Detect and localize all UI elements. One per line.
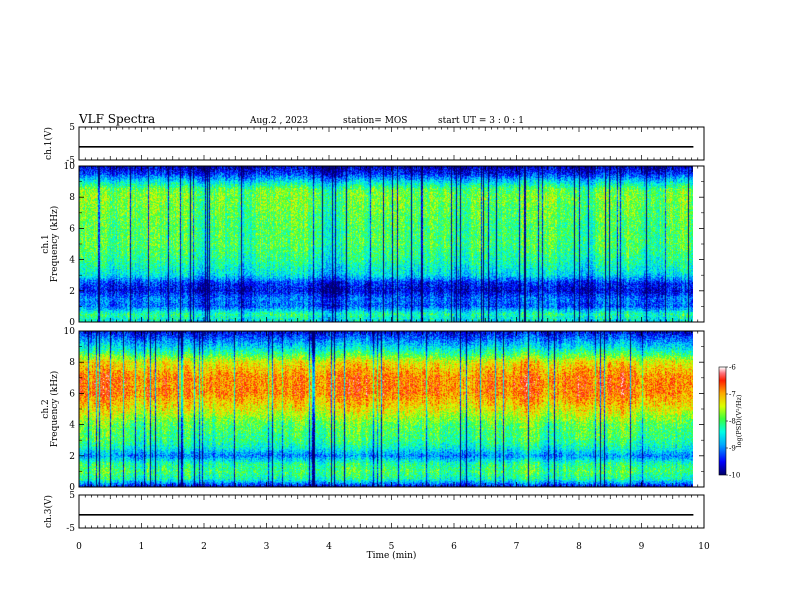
colorbar-gradient: [719, 367, 726, 475]
time-axis: 0 1 2 3 4 5 6 7 8 9 10 Time (min): [76, 542, 710, 561]
ch3-waveform-panel: 5 -5 ch.3(V): [43, 491, 705, 534]
y-tick-label: 4: [69, 421, 75, 431]
x-tick-label: 7: [514, 542, 520, 552]
start-time-label: start UT = 3 : 0 : 1: [438, 116, 524, 126]
y-tick-label: 6: [69, 224, 75, 234]
y-tick-label: 8: [69, 358, 75, 368]
x-tick-label: 5: [389, 542, 395, 552]
y-tick-label: 10: [64, 327, 76, 337]
ch1-waveform-ylabel: ch.1(V): [43, 127, 54, 160]
x-tick-label: 0: [76, 542, 82, 552]
x-tick-label: 9: [639, 542, 645, 552]
colorbar-tick-label: -8: [729, 418, 736, 426]
ch1-waveform-panel: 5 -5 ch.1(V): [43, 123, 705, 166]
colorbar-tick-label: -7: [729, 391, 736, 399]
x-axis-label: Time (min): [367, 550, 417, 561]
x-tick-label: 3: [264, 542, 270, 552]
ch2-spectrogram-channel-label: ch.2: [41, 399, 51, 418]
ch2-spectrogram-image: [79, 331, 693, 487]
figure-title: VLF Spectra: [78, 112, 155, 126]
ch1-spectrogram-image: [79, 166, 693, 322]
ch3-waveform-ylabel: ch.3(V): [43, 495, 54, 528]
ch1-spectrogram-channel-label: ch.1: [41, 234, 51, 253]
y-tick-label: 6: [69, 389, 75, 399]
x-tick-label: 10: [698, 542, 710, 552]
y-tick-label: -5: [66, 156, 75, 166]
station-label: station= MOS: [343, 116, 407, 126]
ch1-spectrogram-ylabel: Frequency (kHz): [49, 206, 60, 283]
colorbar-tick-label: -9: [729, 445, 736, 453]
x-tick-label: 6: [451, 542, 457, 552]
y-tick-label: 5: [69, 123, 75, 133]
y-tick-label: 0: [69, 318, 75, 328]
y-tick-label: 2: [69, 287, 75, 297]
y-tick-label: 0: [69, 483, 75, 493]
ch2-spectrogram-colorbar: -6 -7 -8 -9 -10 log(PSD)(V²/Hz): [718, 364, 743, 480]
ch1-spectrogram-panel: 10 8 6 4 2 0 ch.1 Frequency (kHz): [41, 162, 705, 328]
y-tick-label: 8: [69, 193, 75, 203]
x-tick-label: 8: [576, 542, 582, 552]
ch2-spectrogram-panel: 10 8 6 4 2 0 ch.2 Frequency (kHz) -6 -7 -8 -9 -10 log…: [41, 327, 743, 493]
y-tick-label: 2: [69, 452, 75, 462]
y-tick-label: -5: [66, 524, 75, 534]
ch2-spectrogram-ylabel: Frequency (kHz): [49, 371, 60, 448]
colorbar-tick-label: -10: [729, 472, 740, 480]
x-tick-label: 2: [201, 542, 207, 552]
y-tick-label: 10: [64, 162, 76, 172]
y-tick-label: 5: [69, 491, 75, 501]
date-label: Aug.2 , 2023: [249, 116, 308, 126]
x-tick-label: 1: [139, 542, 145, 552]
colorbar-label: log(PSD)(V²/Hz): [735, 394, 743, 447]
x-tick-label: 4: [326, 542, 332, 552]
colorbar-tick-label: -6: [729, 364, 736, 372]
y-tick-label: 4: [69, 256, 75, 266]
